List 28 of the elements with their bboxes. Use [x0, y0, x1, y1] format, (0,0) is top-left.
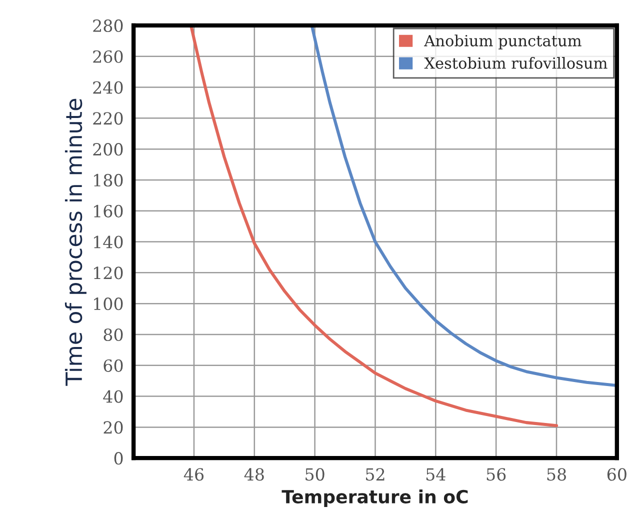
x-tick-label: 46	[184, 468, 204, 481]
legend-label: Anobium punctatum	[424, 34, 582, 50]
y-tick-label: 120	[94, 266, 123, 280]
y-tick-label: 60	[104, 359, 123, 372]
y-tick-label: 220	[93, 112, 123, 125]
x-tick-label: 56	[486, 468, 506, 481]
y-tick-label: 240	[93, 81, 123, 94]
y-tick-label: 200	[93, 143, 123, 156]
y-tick-label: 0	[114, 452, 123, 465]
y-tick-label: 260	[93, 50, 123, 63]
y-tick-label: 180	[94, 174, 123, 187]
y-tick-label: 140	[94, 236, 123, 248]
y-tick-label: 280	[93, 19, 123, 32]
x-tick-label: 48	[244, 468, 264, 481]
x-tick-label: 60	[607, 468, 626, 481]
y-tick-label: 40	[103, 390, 123, 403]
line-series	[310, 25, 617, 388]
y-tick-label: 100	[94, 298, 123, 310]
x-tick-label: 50	[306, 468, 324, 481]
x-tick-label: 52	[366, 468, 384, 481]
legend-label: Xestobium rufovillosum	[424, 57, 608, 69]
x-tick-label: 54	[426, 468, 446, 481]
x-axis-title: Temperature in oC	[282, 490, 468, 507]
x-tick-label: 58	[547, 468, 566, 481]
y-tick-label: 20	[104, 421, 123, 434]
y-tick-label: 160	[94, 204, 123, 218]
y-tick-label: 80	[104, 328, 123, 342]
y-axis-title: Time of process in minute	[64, 98, 86, 386]
